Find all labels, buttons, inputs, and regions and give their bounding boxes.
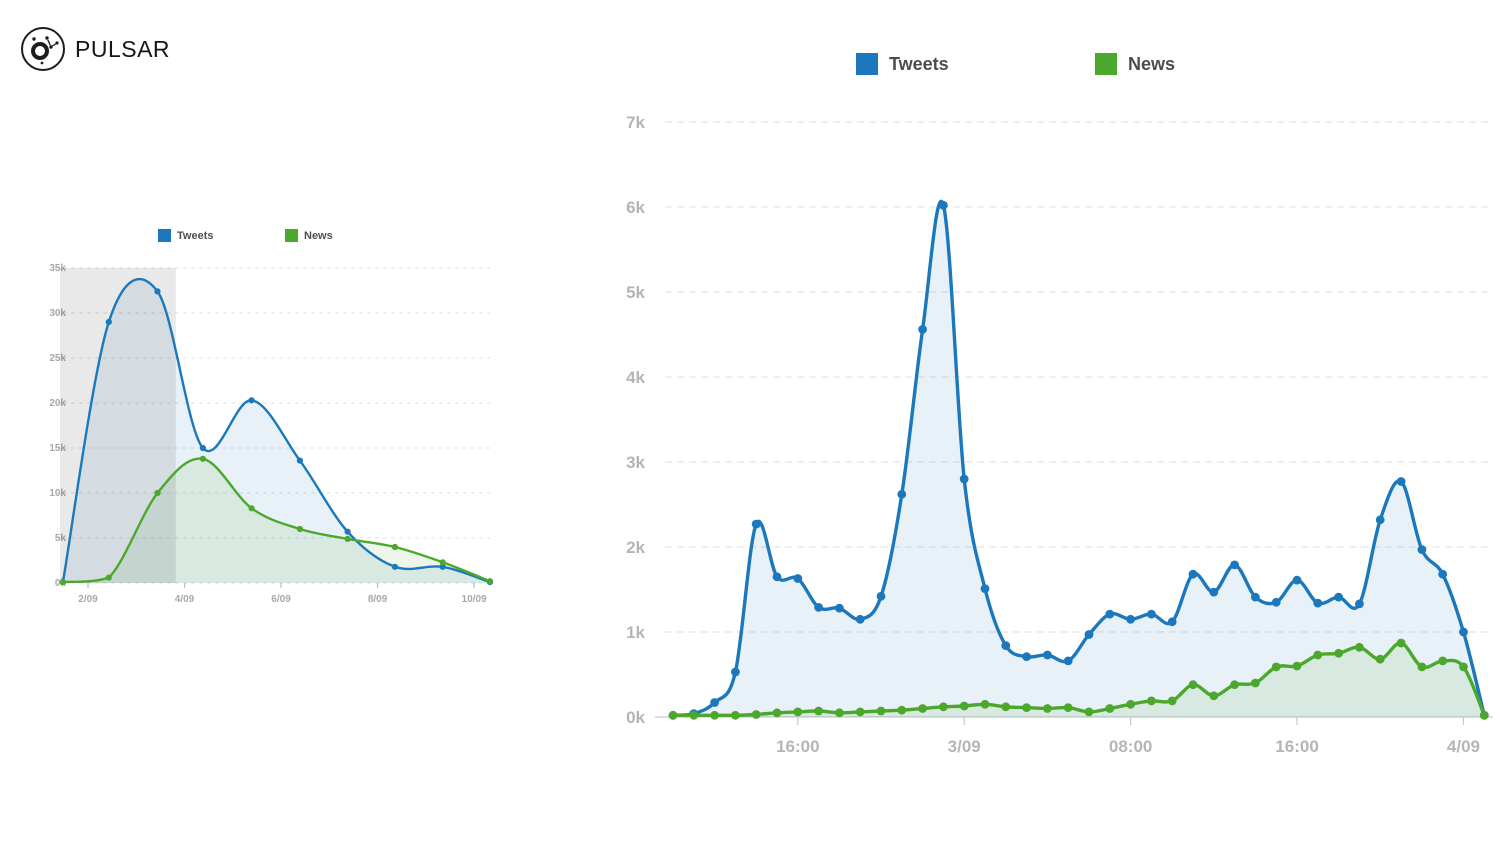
svg-text:08:00: 08:00: [1109, 737, 1152, 756]
x-axis-labels: 2/09 4/09 6/09 8/09 10/09: [78, 583, 487, 605]
overview-legend-label-tweets: Tweets: [177, 229, 214, 242]
detail-legend-item-tweets[interactable]: Tweets: [856, 53, 949, 75]
gridlines: [665, 121, 1488, 633]
news-swatch: [285, 229, 298, 242]
svg-text:2/09: 2/09: [78, 594, 98, 605]
svg-text:10k: 10k: [49, 488, 66, 499]
svg-text:20k: 20k: [49, 398, 66, 409]
svg-text:4k: 4k: [626, 368, 645, 387]
news-area: [673, 642, 1485, 717]
detail-chart[interactable]: 0k 1k 2k 3k 4k 5k 6k 7k 16:00 3/09 08:00 16:00 4/09: [600, 95, 1500, 775]
svg-text:5k: 5k: [626, 283, 645, 302]
svg-text:7k: 7k: [626, 113, 645, 132]
pulsar-logo-icon: [20, 26, 66, 72]
x-axis-labels: 16:00 3/09 08:00 16:00 4/09: [776, 717, 1480, 756]
overview-legend-item-news[interactable]: News: [285, 229, 333, 242]
news-area: [62, 458, 491, 583]
svg-text:4/09: 4/09: [1447, 737, 1480, 756]
news-swatch: [1095, 53, 1117, 75]
detail-legend-label-news: News: [1128, 53, 1176, 74]
overview-legend-item-tweets[interactable]: Tweets: [158, 229, 213, 242]
news-points: [59, 455, 494, 586]
news-line: [671, 641, 1486, 718]
svg-text:16:00: 16:00: [1275, 737, 1318, 756]
gridlines: [55, 267, 490, 584]
tweets-swatch: [856, 53, 878, 75]
svg-text:6k: 6k: [626, 198, 645, 217]
tweets-swatch: [158, 229, 171, 242]
svg-text:4/09: 4/09: [175, 594, 195, 605]
svg-text:3/09: 3/09: [948, 737, 981, 756]
brand-title: PULSAR: [75, 35, 171, 62]
overview-legend-label-news: News: [304, 229, 333, 242]
tweets-area: [62, 279, 491, 583]
svg-text:1k: 1k: [626, 623, 645, 642]
svg-text:10/09: 10/09: [462, 594, 487, 605]
selection-region[interactable]: [60, 268, 176, 583]
overview-chart[interactable]: 0k5k10k15k20k25k30k35k2/094/096/098/0910…: [20, 225, 500, 615]
y-axis-labels: 0k 1k 2k 3k 4k 5k 6k 7k: [626, 113, 645, 727]
svg-text:0k: 0k: [626, 708, 645, 727]
svg-text:16:00: 16:00: [776, 737, 819, 756]
detail-legend-label-tweets: Tweets: [889, 53, 949, 74]
brand: PULSAR: [20, 26, 170, 72]
svg-text:25k: 25k: [49, 353, 66, 364]
svg-text:15k: 15k: [49, 443, 66, 454]
news-line: [61, 457, 492, 584]
svg-text:35k: 35k: [49, 263, 66, 274]
svg-text:2k: 2k: [626, 538, 645, 557]
svg-text:6/09: 6/09: [271, 594, 291, 605]
svg-text:30k: 30k: [49, 308, 66, 319]
svg-text:8/09: 8/09: [368, 594, 388, 605]
news-points: [668, 638, 1489, 720]
svg-text:3k: 3k: [626, 453, 645, 472]
svg-text:5k: 5k: [55, 533, 67, 544]
detail-legend-item-news[interactable]: News: [1095, 53, 1175, 75]
tweets-area: [673, 201, 1485, 718]
